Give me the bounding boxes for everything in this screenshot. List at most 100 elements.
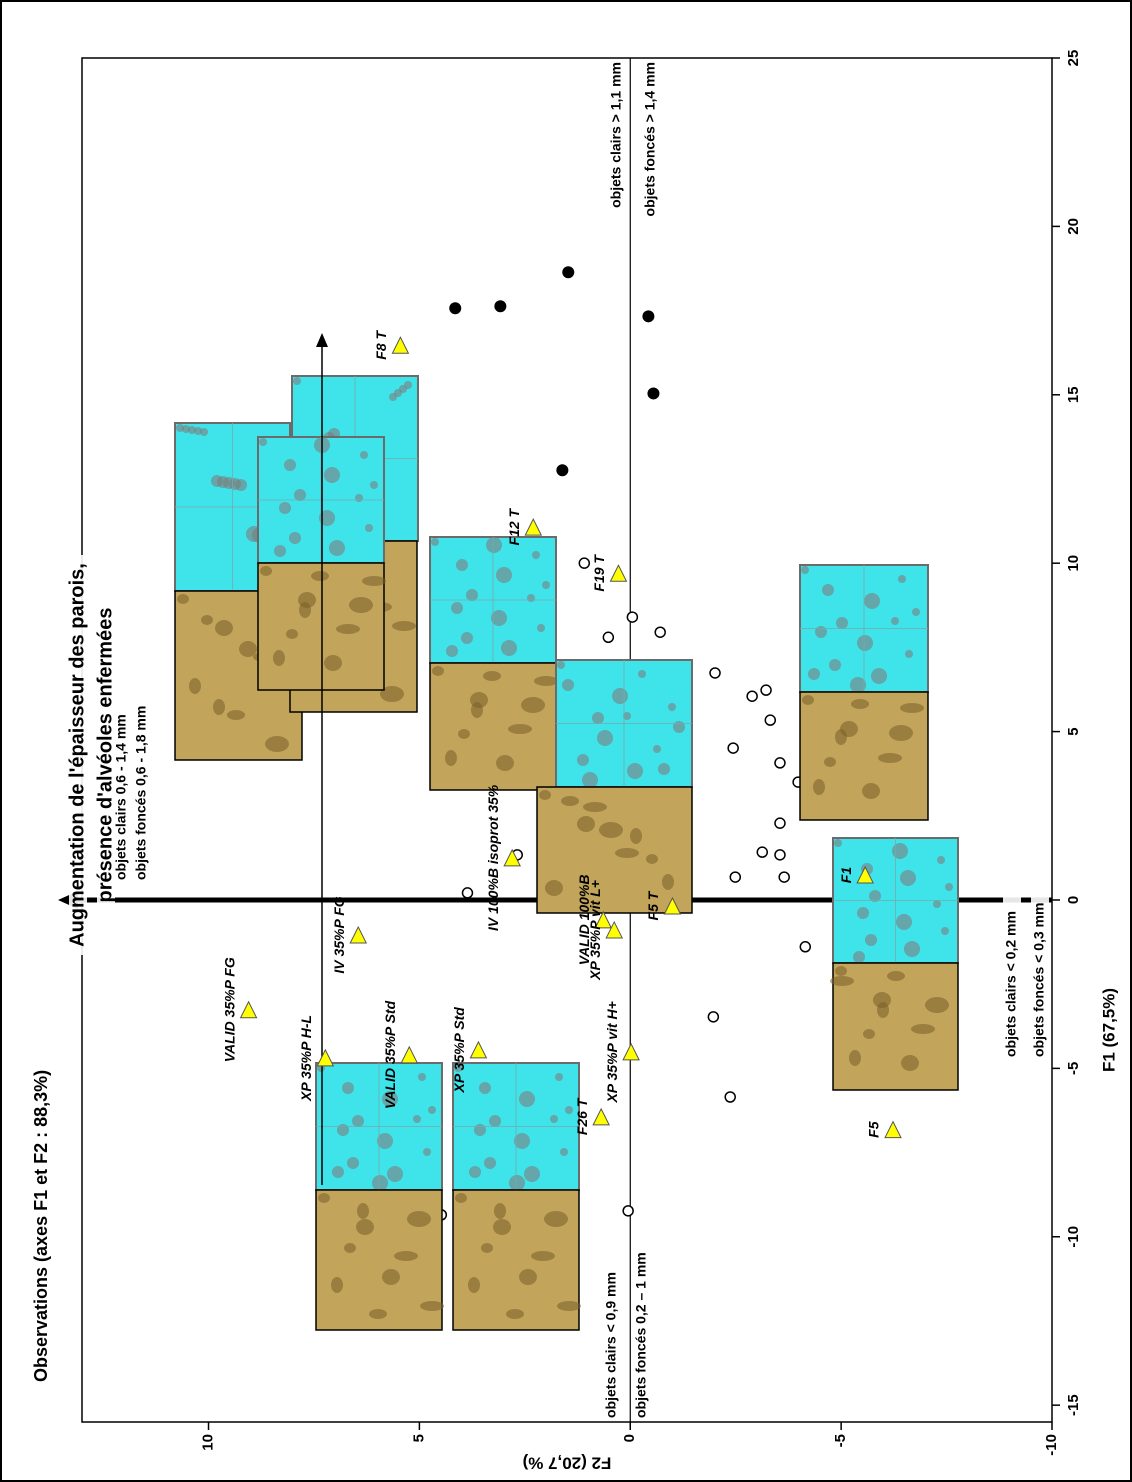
pore <box>431 538 439 546</box>
pore <box>905 650 913 658</box>
annotation: objets foncés > 1,4 mm <box>642 62 658 216</box>
pore <box>479 1082 491 1094</box>
point-label: XP 35%P vit H+ <box>604 1001 620 1103</box>
photo-hole <box>458 729 470 739</box>
pore <box>514 1133 530 1149</box>
x-tick-label: -15 <box>1065 1394 1082 1416</box>
photo-hole <box>213 699 225 715</box>
photo-hole <box>260 566 272 576</box>
annotation: objets foncés 0,2 – 1 mm <box>633 1252 649 1418</box>
triangle-point <box>663 896 682 915</box>
photo-hole <box>877 1002 889 1018</box>
point <box>642 310 655 323</box>
point <box>724 1091 736 1103</box>
x-tick-label: 20 <box>1065 218 1082 235</box>
photo-hole <box>577 816 595 832</box>
point-label: XP 35%P vit L+ <box>587 880 603 981</box>
photo-hole <box>286 629 298 639</box>
pore <box>865 934 877 946</box>
point-label: F8 T <box>373 329 389 359</box>
photo-hole <box>925 997 949 1013</box>
triangle-point <box>391 336 410 354</box>
point <box>494 300 507 313</box>
pore <box>638 670 646 678</box>
pore <box>829 659 841 671</box>
pore <box>484 1157 496 1169</box>
pore <box>456 559 468 571</box>
photo-hole <box>599 822 623 838</box>
pore <box>898 575 906 583</box>
annotation-bg <box>133 690 151 882</box>
photo-hole <box>420 1301 444 1311</box>
pore <box>542 581 550 589</box>
point <box>578 557 591 569</box>
x-tick-label: 0 <box>1065 896 1082 904</box>
annotation-bg <box>1003 867 1021 1059</box>
pore <box>857 635 873 651</box>
photo-hole <box>407 1211 431 1227</box>
photo-image <box>832 962 959 1091</box>
pore <box>454 1064 462 1072</box>
photo-hole <box>215 620 233 636</box>
pore <box>627 763 643 779</box>
photo-hole <box>445 750 457 766</box>
photo-hole <box>878 753 902 763</box>
point-label: VALID 100%B <box>576 874 592 965</box>
photo-hole <box>519 1269 537 1285</box>
pore <box>461 632 473 644</box>
photo-hole <box>356 1219 374 1235</box>
pore <box>413 1115 421 1123</box>
pore <box>653 745 661 753</box>
pore <box>582 772 598 788</box>
triangle-point <box>605 920 624 939</box>
photo-hole <box>835 966 847 976</box>
triangle-point <box>622 1042 640 1061</box>
pore <box>259 438 267 446</box>
pore <box>176 424 184 432</box>
photo-hole <box>318 1193 330 1203</box>
pore <box>565 1106 573 1114</box>
y-tick-label: 5 <box>410 1434 427 1442</box>
point <box>556 464 569 477</box>
pore <box>446 645 458 657</box>
y-tick-label: 10 <box>199 1434 216 1451</box>
photo-hole <box>331 1277 343 1293</box>
pore <box>418 1073 426 1081</box>
pore <box>891 617 899 625</box>
chart-title: Observations (axes F1 et F2 : 88,3%) <box>31 1070 51 1382</box>
triangle-point <box>400 1045 419 1064</box>
pore <box>324 467 340 483</box>
pore <box>560 1148 568 1156</box>
photo-hole <box>324 655 342 671</box>
pore <box>284 459 296 471</box>
pore <box>491 610 507 626</box>
pore <box>235 479 247 491</box>
x-tick-label: 5 <box>1065 727 1082 735</box>
triangle-point <box>524 518 543 536</box>
photo-hole <box>299 602 311 618</box>
point <box>774 757 786 769</box>
pore <box>904 941 920 957</box>
pore <box>597 730 613 746</box>
photo-hole <box>432 666 444 676</box>
photo-hole <box>394 1251 418 1261</box>
pore <box>864 593 880 609</box>
photo-hole <box>802 695 814 705</box>
photo-hole <box>646 854 658 864</box>
pore <box>337 1124 349 1136</box>
photo-image <box>536 786 693 914</box>
photo-image <box>257 562 385 691</box>
photo-hole <box>471 702 483 718</box>
plot-top: F8 T F12 T F19 T IV 100%B isoprot 35% F5 T F1… <box>221 329 902 1139</box>
photo-hole <box>481 1243 493 1253</box>
point <box>778 871 790 883</box>
point <box>461 887 474 899</box>
photo-hole <box>357 1203 369 1219</box>
pore <box>937 856 945 864</box>
point <box>562 266 575 279</box>
pore <box>945 883 953 891</box>
pore <box>557 661 565 669</box>
pore <box>524 1166 540 1182</box>
photo-hole <box>506 1309 524 1319</box>
pore <box>428 1106 436 1114</box>
